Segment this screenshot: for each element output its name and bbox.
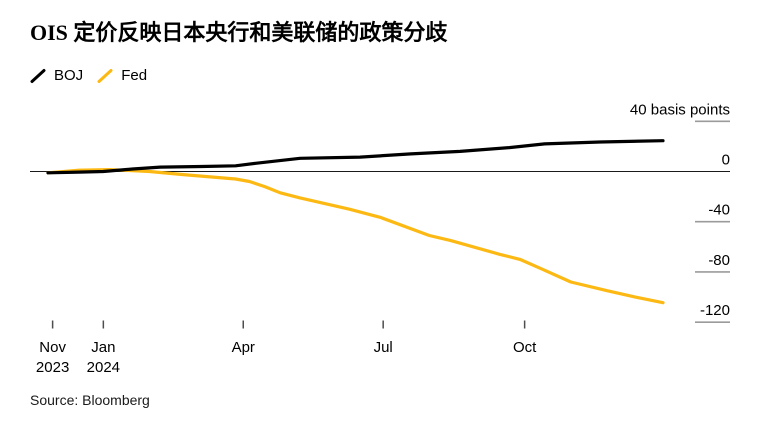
series-line-boj — [46, 139, 665, 175]
y-tick-label: 0 — [722, 152, 730, 169]
x-tick-label: Jan — [91, 339, 115, 356]
series-line-fed — [46, 167, 665, 305]
boj-line-mark-icon — [30, 68, 46, 83]
legend-item-fed: Fed — [97, 67, 147, 84]
x-tick-label: 2023 — [36, 359, 69, 376]
chart-area: 40 basis points 0 -40 -80 -120 Nov 2023 Jan 2024… — [0, 90, 760, 382]
legend-label-boj: BOJ — [54, 67, 84, 84]
legend-label-fed: Fed — [121, 67, 148, 84]
legend-item-boj: BOJ — [30, 67, 83, 84]
chart-legend: BOJ Fed — [30, 67, 147, 84]
x-tick-label: Oct — [513, 339, 537, 356]
y-tick-label: -80 — [708, 252, 730, 269]
y-tick-label: 40 basis points — [630, 101, 730, 118]
y-tick-label: -40 — [708, 202, 730, 219]
x-tick-label: Nov — [39, 339, 66, 356]
y-tick-label: -120 — [700, 302, 730, 319]
chart-canvas: 40 basis points 0 -40 -80 -120 Nov 2023 Jan 2024… — [30, 101, 730, 376]
source-note: Source: Bloomberg — [30, 392, 150, 408]
chart-title: OIS 定价反映日本央行和美联储的政策分歧 — [30, 20, 448, 45]
x-tick-label: 2024 — [87, 359, 120, 376]
x-tick-label: Apr — [232, 339, 255, 356]
x-tick-label: Jul — [374, 339, 393, 356]
fed-line-mark-icon — [97, 68, 113, 83]
